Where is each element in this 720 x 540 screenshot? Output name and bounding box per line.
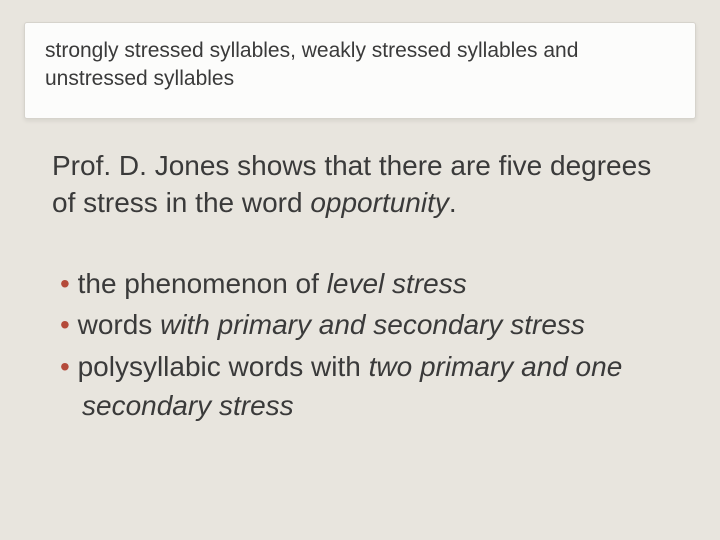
bullet-em: with primary and secondary stress bbox=[160, 309, 585, 340]
header-text: strongly stressed syllables, weakly stre… bbox=[45, 37, 675, 94]
bullet-plain: the phenomenon of bbox=[78, 268, 327, 299]
bullet-em: level stress bbox=[327, 268, 467, 299]
bullet-list: the phenomenon of level stress words wit… bbox=[52, 264, 668, 425]
lead-tail: . bbox=[449, 187, 457, 218]
bullet-plain: polysyllabic words with bbox=[78, 351, 369, 382]
bullet-plain: words bbox=[78, 309, 160, 340]
header-box: strongly stressed syllables, weakly stre… bbox=[24, 22, 696, 119]
body-area: Prof. D. Jones shows that there are five… bbox=[0, 119, 720, 425]
list-item: polysyllabic words with two primary and … bbox=[56, 347, 668, 425]
slide: strongly stressed syllables, weakly stre… bbox=[0, 22, 720, 540]
list-item: words with primary and secondary stress bbox=[56, 305, 668, 344]
list-item: the phenomenon of level stress bbox=[56, 264, 668, 303]
lead-italic: opportunity bbox=[310, 187, 449, 218]
lead-paragraph: Prof. D. Jones shows that there are five… bbox=[52, 147, 668, 223]
